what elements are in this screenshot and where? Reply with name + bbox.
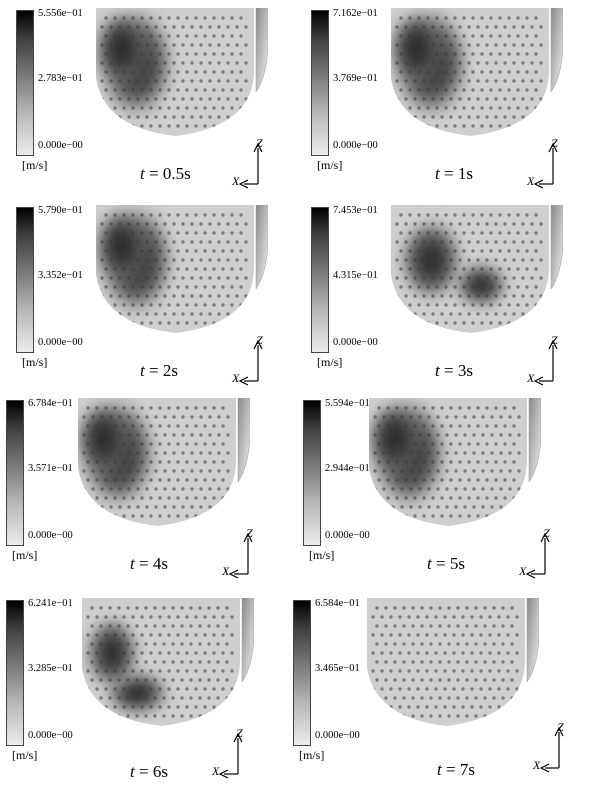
axis-z-label: Z [256, 333, 263, 347]
axis-triad: Z X [533, 720, 583, 775]
velocity-panel-4: 6.784e−01 3.571e−01 0.000e−00 [m/s] t = … [0, 398, 290, 593]
colorbar [16, 207, 34, 353]
axis-triad: Z X [232, 136, 282, 191]
axis-x-label: X [533, 758, 541, 772]
axis-triad: Z X [527, 136, 577, 191]
velocity-panel-5: 5.594e−01 2.944e−01 0.000e−00 [m/s] t = … [297, 398, 587, 593]
velocity-panel-3: 7.453e−01 4.315e−01 0.000e−00 [m/s] t = … [305, 205, 595, 400]
axis-z-label: Z [543, 526, 550, 540]
velocity-panel-1: 7.162e−01 3.769e−01 0.000e−00 [m/s] t = … [305, 8, 595, 203]
axis-triad: Z X [212, 726, 262, 781]
colorbar-min-label: 0.000e−00 [28, 530, 73, 541]
colorbar-min-label: 0.000e−00 [28, 730, 73, 741]
colorbar-mid-label: 3.352e−01 [38, 270, 83, 281]
units-label: [m/s] [22, 355, 48, 369]
colorbar-max-label: 7.453e−01 [333, 205, 378, 216]
units-label: [m/s] [309, 548, 335, 562]
colorbar-max-label: 6.584e−01 [315, 598, 360, 609]
axis-z-label: Z [246, 526, 253, 540]
units-label: [m/s] [22, 158, 48, 172]
velocity-panel-2: 5.790e−01 3.352e−01 0.000e−00 [m/s] t = … [10, 205, 300, 400]
colorbar-max-label: 6.784e−01 [28, 398, 73, 409]
axis-z-label: Z [551, 136, 558, 150]
colorbar-min-label: 0.000e−00 [315, 730, 360, 741]
colorbar-max-label: 6.241e−01 [28, 598, 73, 609]
colorbar-mid-label: 2.783e−01 [38, 73, 83, 84]
velocity-field-image [96, 8, 268, 143]
axis-triad: Z X [519, 526, 569, 581]
colorbar-mid-label: 3.285e−01 [28, 663, 73, 674]
time-label: t = 4s [130, 554, 168, 573]
axis-x-label: X [527, 371, 535, 385]
time-label: t = 5s [427, 554, 465, 573]
velocity-field-image [96, 205, 268, 340]
colorbar [293, 600, 311, 746]
units-label: [m/s] [317, 355, 343, 369]
units-label: [m/s] [299, 748, 325, 762]
axis-x-label: X [222, 564, 230, 578]
time-label: t = 7s [437, 760, 475, 779]
velocity-panel-6: 6.241e−01 3.285e−01 0.000e−00 [m/s] t = … [0, 598, 290, 793]
velocity-panel-7: 6.584e−01 3.465e−01 0.000e−00 [m/s] t = … [287, 598, 577, 793]
colorbar [6, 600, 24, 746]
axis-x-label: X [212, 764, 220, 778]
axis-x-label: X [232, 174, 240, 188]
velocity-field-image [391, 205, 563, 340]
axis-x-label: X [519, 564, 527, 578]
axis-z-label: Z [557, 720, 564, 734]
colorbar [16, 10, 34, 156]
colorbar-max-label: 5.790e−01 [38, 205, 83, 216]
colorbar [311, 207, 329, 353]
colorbar-mid-label: 4.315e−01 [333, 270, 378, 281]
colorbar-mid-label: 3.571e−01 [28, 463, 73, 474]
axis-triad: Z X [222, 526, 272, 581]
colorbar-min-label: 0.000e−00 [325, 530, 370, 541]
velocity-field-image [369, 398, 541, 533]
colorbar-min-label: 0.000e−00 [333, 140, 378, 151]
colorbar-min-label: 0.000e−00 [38, 140, 83, 151]
units-label: [m/s] [12, 748, 38, 762]
time-label: t = 3s [435, 361, 473, 380]
velocity-field-image [78, 398, 250, 533]
colorbar-mid-label: 3.769e−01 [333, 73, 378, 84]
velocity-field-image [391, 8, 563, 143]
velocity-panel-0: 5.556e−01 2.783e−01 0.000e−00 [m/s] t = … [10, 8, 300, 203]
time-label: t = 2s [140, 361, 178, 380]
axis-triad: Z X [527, 333, 577, 388]
colorbar-min-label: 0.000e−00 [333, 337, 378, 348]
axis-x-label: X [527, 174, 535, 188]
axis-x-label: X [232, 371, 240, 385]
axis-z-label: Z [551, 333, 558, 347]
colorbar [303, 400, 321, 546]
colorbar-max-label: 7.162e−01 [333, 8, 378, 19]
colorbar-max-label: 5.594e−01 [325, 398, 370, 409]
colorbar [311, 10, 329, 156]
units-label: [m/s] [12, 548, 38, 562]
axis-triad: Z X [232, 333, 282, 388]
colorbar-mid-label: 2.944e−01 [325, 463, 370, 474]
time-label: t = 0.5s [140, 164, 191, 183]
time-label: t = 6s [130, 762, 168, 781]
colorbar-mid-label: 3.465e−01 [315, 663, 360, 674]
axis-z-label: Z [236, 726, 243, 740]
velocity-field-image [367, 598, 539, 733]
time-label: t = 1s [435, 164, 473, 183]
colorbar-min-label: 0.000e−00 [38, 337, 83, 348]
units-label: [m/s] [317, 158, 343, 172]
colorbar [6, 400, 24, 546]
velocity-field-image [82, 598, 254, 733]
colorbar-max-label: 5.556e−01 [38, 8, 83, 19]
axis-z-label: Z [256, 136, 263, 150]
